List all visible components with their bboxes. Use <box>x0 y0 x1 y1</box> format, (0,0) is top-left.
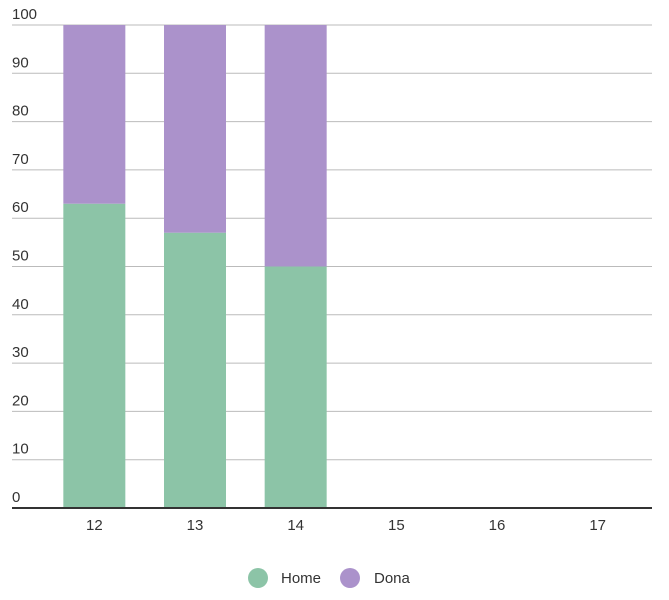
x-tick-label: 16 <box>489 517 506 534</box>
bar-segment <box>164 232 226 508</box>
y-tick-label: 50 <box>12 248 29 265</box>
y-tick-label: 80 <box>12 103 29 120</box>
x-tick-label: 12 <box>86 517 103 534</box>
x-tick-label: 15 <box>388 517 405 534</box>
y-tick-label: 100 <box>12 6 37 23</box>
y-tick-label: 0 <box>12 489 20 506</box>
legend-label: Dona <box>374 570 411 587</box>
y-tick-label: 30 <box>12 344 29 361</box>
bar-segment <box>63 203 126 508</box>
y-tick-label: 90 <box>12 54 29 71</box>
bar-segment <box>264 25 327 267</box>
legend-label: Home <box>281 570 321 587</box>
y-tick-label: 40 <box>12 296 29 313</box>
y-tick-label: 20 <box>12 392 29 409</box>
bar-segment <box>63 25 126 204</box>
legend-marker <box>340 568 360 588</box>
y-tick-label: 10 <box>12 441 29 458</box>
y-tick-label: 70 <box>12 151 29 168</box>
bar-segment <box>164 25 226 233</box>
bar-segment <box>264 266 327 508</box>
x-tick-label: 13 <box>187 517 204 534</box>
legend-marker <box>248 568 268 588</box>
x-tick-label: 17 <box>589 517 606 534</box>
x-tick-label: 14 <box>287 517 304 534</box>
y-tick-label: 60 <box>12 199 29 216</box>
